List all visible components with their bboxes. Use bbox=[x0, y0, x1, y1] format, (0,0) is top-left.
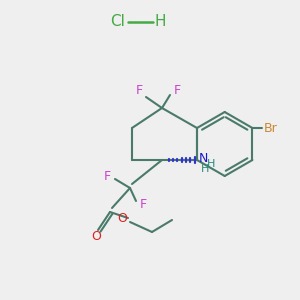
Text: Cl: Cl bbox=[111, 14, 125, 29]
Text: F: F bbox=[135, 85, 142, 98]
Text: H: H bbox=[207, 159, 215, 169]
Text: Br: Br bbox=[264, 122, 277, 134]
Text: F: F bbox=[103, 169, 111, 182]
Text: N: N bbox=[198, 152, 208, 164]
Text: H: H bbox=[154, 14, 166, 29]
Text: F: F bbox=[140, 199, 147, 212]
Text: O: O bbox=[117, 212, 127, 224]
Text: H: H bbox=[201, 164, 209, 174]
Text: F: F bbox=[173, 83, 181, 97]
Text: O: O bbox=[91, 230, 101, 244]
